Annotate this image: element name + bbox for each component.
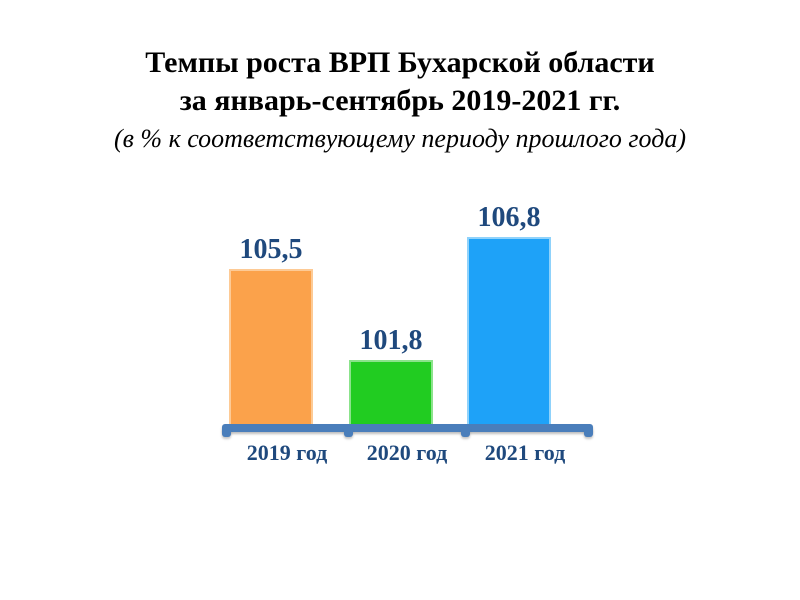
- chart-title-block: Темпы роста ВРП Бухарской области за янв…: [0, 44, 800, 158]
- axis-tick: [344, 429, 353, 437]
- category-label-2020: 2020 год: [366, 440, 448, 465]
- value-label-2020: 101,8: [359, 325, 423, 356]
- chart-title-line1: Темпы роста ВРП Бухарской области: [145, 46, 655, 79]
- value-label-2019: 105,5: [239, 234, 303, 265]
- bar-2019: [229, 269, 313, 424]
- bar-2021: [467, 237, 551, 424]
- axis-tick: [584, 429, 593, 437]
- bar-2020: [349, 360, 433, 424]
- category-label-2019: 2019 год: [246, 440, 328, 465]
- x-axis-line: [222, 424, 593, 432]
- value-label-2021: 106,8: [477, 202, 541, 233]
- chart-title-line2: за январь-сентябрь 2019-2021 гг.: [179, 84, 621, 117]
- chart-subtitle: (в % к соответствующему периоду прошлого…: [113, 124, 687, 153]
- axis-tick: [461, 429, 470, 437]
- axis-tick: [222, 429, 231, 437]
- category-label-2021: 2021 год: [484, 440, 566, 465]
